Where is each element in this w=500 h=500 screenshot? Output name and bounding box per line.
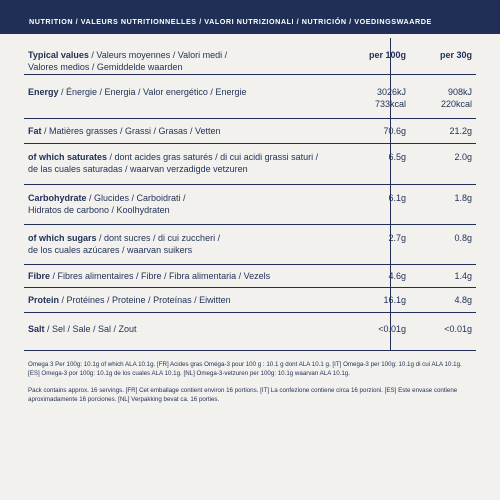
row-label: Fibre / Fibres alimentaires / Fibre / Fi… [28,271,338,283]
value-per-100g: 4.6g [388,271,406,281]
row-label-bold: of which saturates [28,152,108,162]
row-label-bold: Fibre [28,271,51,281]
row-label-rest: / dont acides gras saturés / di cui acid… [107,152,319,162]
energy-kcal-30g: 220kcal [440,98,472,109]
row-label: of which sugars / dont sucres / di cui z… [28,233,338,256]
value-per-30g: 21.2g [449,126,472,136]
nutrition-header: NUTRITION / VALEURS NUTRITIONNELLES / VA… [0,0,500,34]
value-per-30g: 1.4g [454,271,472,281]
row-label: Fat / Matières grasses / Grassi / Grasas… [28,126,338,138]
value-per-100g: 16.1g [383,295,406,305]
row-label-line2: de los cuales azúcares / waarvan suikers [28,244,193,255]
value-per-100g: 6.5g [388,152,406,162]
row-label-rest: / Fibres alimentaires / Fibre / Fibra al… [50,271,271,281]
row-label-bold: Salt [28,324,45,334]
heading-label: Typical values / Valeurs moyennes / Valo… [28,50,338,73]
row-label-rest: / Sel / Sale / Sal / Zout [44,324,137,334]
row-label-rest: / Glucides / Carboidrati / [86,193,186,203]
table-heading-row: Typical values / Valeurs moyennes / Valo… [24,38,476,75]
heading-col-per-30g: per 30g [439,50,472,60]
value-per-100g: 70.6g [383,126,406,136]
table-row-fibre: Fibre / Fibres alimentaires / Fibre / Fi… [24,265,476,288]
row-label-rest: / Énergie / Energia / Valor energético /… [58,87,247,97]
row-label: Protein / Protéines / Proteine / Proteín… [28,295,338,307]
value-per-30g: 1.8g [454,193,472,203]
column-divider [390,38,391,351]
nutrition-table: Typical values / Valeurs moyennes / Valo… [24,38,476,351]
row-label-bold: Fat [28,126,42,136]
row-label-line2: Hidratos de carbono / Koolhydraten [28,204,170,215]
table-row-protein: Protein / Protéines / Proteine / Proteín… [24,288,476,313]
row-label: Salt / Sel / Sale / Sal / Zout [28,324,338,336]
table-row-salt: Salt / Sel / Sale / Sal / Zout <0.01g <0… [24,313,476,351]
energy-kj-30g: 908kJ [447,87,472,97]
omega-footnote: Omega 3 Per 100g: 10.1g of which ALA 10.… [28,361,462,377]
row-label: of which saturates / dont acides gras sa… [28,152,338,175]
value-per-100g: <0.01g [378,324,406,334]
table-row-carbohydrate: Carbohydrate / Glucides / Carboidrati / … [24,185,476,225]
heading-label-bold: Typical values [28,50,89,60]
row-label: Energy / Énergie / Energia / Valor energ… [28,87,338,99]
row-label-rest: / dont sucres / di cui zuccheri / [96,233,221,243]
heading-col-per-100g: per 100g [368,50,406,60]
row-label-rest: / Matières grasses / Grassi / Grasas / V… [41,126,221,136]
row-label-bold: Energy [28,87,59,97]
heading-label-line2: Valores medios / Gemiddelde waarden [28,61,183,72]
servings-footnote: Pack contains approx. 16 servings. [FR] … [28,387,458,403]
table-row-sugars: of which sugars / dont sucres / di cui z… [24,225,476,265]
row-label-bold: Carbohydrate [28,193,87,203]
value-per-30g: <0.01g [444,324,472,334]
row-label: Carbohydrate / Glucides / Carboidrati / … [28,193,338,216]
row-label-line2: de las cuales saturadas / waarvan verzad… [28,163,248,174]
row-label-bold: of which sugars [28,233,97,243]
table-row-fat: Fat / Matières grasses / Grassi / Grasas… [24,119,476,144]
table-row-saturates: of which saturates / dont acides gras sa… [24,144,476,185]
value-per-30g: 908kJ 220kcal [441,87,472,110]
row-label-rest: / Protéines / Proteine / Proteínas / Eiw… [59,295,231,305]
row-label-bold: Protein [28,295,60,305]
value-per-30g: 0.8g [454,233,472,243]
table-row-energy: Energy / Énergie / Energia / Valor energ… [24,75,476,119]
heading-label-rest: / Valeurs moyennes / Valori medi / [88,50,228,60]
value-per-100g: 6.1g [388,193,406,203]
energy-kj-100g: 3026kJ [376,87,406,97]
value-per-30g: 4.8g [454,295,472,305]
value-per-100g: 2.7g [388,233,406,243]
value-per-30g: 2.0g [454,152,472,162]
